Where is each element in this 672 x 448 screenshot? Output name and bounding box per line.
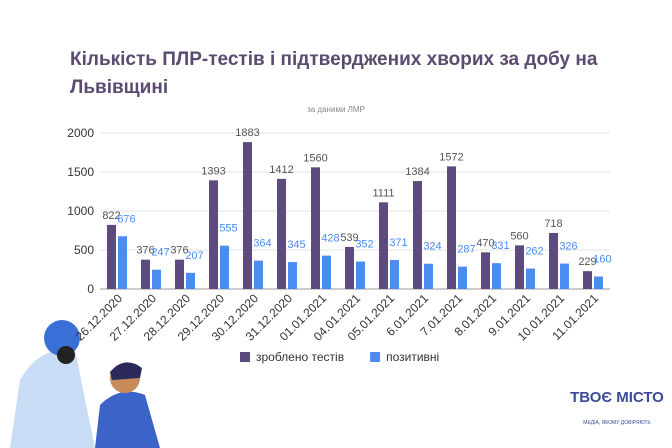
bar xyxy=(254,260,263,289)
value-label: 345 xyxy=(287,239,305,251)
bar xyxy=(594,276,603,289)
value-label: 262 xyxy=(525,246,543,258)
bar xyxy=(560,263,569,289)
y-tick-label: 0 xyxy=(87,282,94,296)
bar xyxy=(526,268,535,289)
value-label: 352 xyxy=(355,239,373,251)
value-label: 1393 xyxy=(201,165,225,177)
bar xyxy=(481,252,490,289)
bar xyxy=(175,259,184,289)
value-label: 376 xyxy=(170,245,188,257)
illustration xyxy=(10,320,160,448)
y-tick-label: 1000 xyxy=(67,204,94,218)
bar xyxy=(549,232,558,289)
bar xyxy=(107,224,116,289)
bar xyxy=(322,255,331,289)
bar xyxy=(209,180,218,289)
value-label: 287 xyxy=(457,244,475,256)
bar xyxy=(277,178,286,289)
logo-tagline: МЕДІА, ЯКОМУ ДОВІРЯЮТЬ xyxy=(583,420,651,426)
value-label: 1560 xyxy=(303,152,327,164)
value-label: 247 xyxy=(151,247,169,259)
value-label: 822 xyxy=(102,210,120,222)
value-label: 229 xyxy=(578,256,596,268)
bar xyxy=(447,166,456,289)
chart-subtitle: за даними ЛМР xyxy=(307,105,365,114)
value-label: 207 xyxy=(185,250,203,262)
value-label: 364 xyxy=(253,238,271,250)
bar xyxy=(379,202,388,289)
bar xyxy=(413,181,422,289)
value-label: 718 xyxy=(544,218,562,230)
bar xyxy=(458,266,467,289)
bar xyxy=(141,259,150,289)
logo: ТВОЄ МІСТО МЕДІА, ЯКОМУ ДОВІРЯЮТЬ xyxy=(570,389,664,426)
value-label: 1412 xyxy=(269,164,293,176)
value-label: 160 xyxy=(593,254,611,266)
value-label: 376 xyxy=(136,245,154,257)
value-label: 371 xyxy=(389,237,407,249)
value-label: 1572 xyxy=(439,151,463,163)
value-label: 428 xyxy=(321,233,339,245)
bar xyxy=(424,263,433,289)
value-label: 539 xyxy=(340,232,358,244)
bar xyxy=(152,269,161,289)
bar xyxy=(118,236,127,289)
logo-name: ТВОЄ МІСТО xyxy=(570,389,664,406)
value-label: 324 xyxy=(423,241,441,253)
bar xyxy=(345,246,354,289)
bar xyxy=(583,271,592,289)
bar xyxy=(492,263,501,289)
value-label: 1111 xyxy=(372,187,394,199)
bar xyxy=(220,245,229,289)
y-tick-label: 2000 xyxy=(67,126,94,140)
value-label: 331 xyxy=(491,240,509,252)
y-tick-label: 500 xyxy=(74,243,94,257)
bar xyxy=(288,262,297,289)
y-tick-label: 1500 xyxy=(67,165,94,179)
value-label: 470 xyxy=(476,237,494,249)
value-label: 326 xyxy=(559,241,577,253)
bar xyxy=(311,167,320,289)
bar xyxy=(390,260,399,289)
value-label: 676 xyxy=(117,213,135,225)
value-label: 560 xyxy=(510,230,528,242)
legend-label: позитивні xyxy=(386,350,439,364)
legend-label: зроблено тестів xyxy=(256,350,344,364)
chart-title: Кількість ПЛР-тестів і підтверджених хво… xyxy=(70,49,598,98)
bar xyxy=(356,261,365,289)
value-label: 555 xyxy=(219,223,237,235)
legend-swatch xyxy=(240,352,250,362)
bar xyxy=(243,142,252,289)
legend-swatch xyxy=(370,352,381,362)
bar xyxy=(186,272,195,289)
bar xyxy=(515,245,524,289)
value-label: 1883 xyxy=(235,127,259,139)
value-label: 1384 xyxy=(405,166,429,178)
